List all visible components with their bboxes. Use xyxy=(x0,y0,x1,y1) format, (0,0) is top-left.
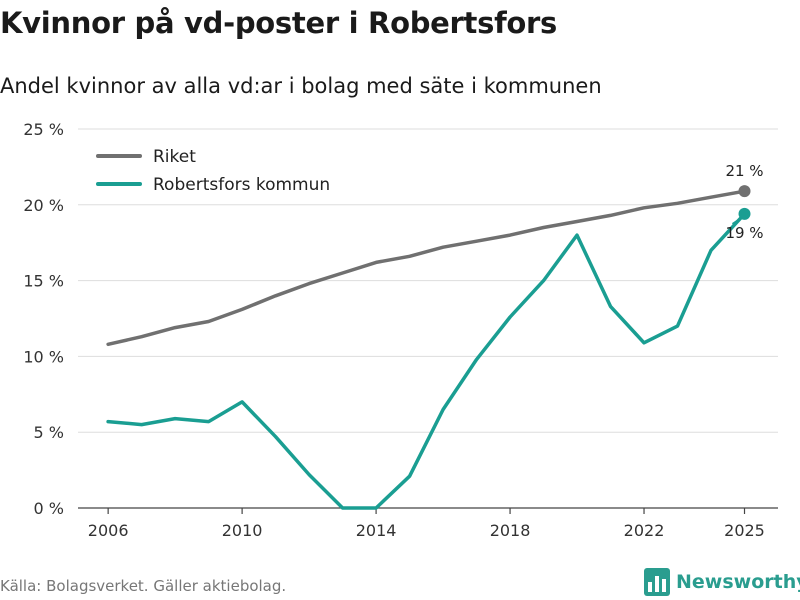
x-tick-label: 2014 xyxy=(356,521,397,540)
end-label-riket: 21 % xyxy=(725,162,763,180)
end-labels: 21 % 19 % xyxy=(725,162,763,242)
y-tick-label: 5 % xyxy=(34,423,64,442)
x-tick-label: 2006 xyxy=(88,521,129,540)
legend-label-kommun: Robertsfors kommun xyxy=(153,175,330,195)
end-label-kommun: 19 % xyxy=(725,224,763,242)
brand-name: Newsworthy xyxy=(676,571,800,593)
x-tick-label: 2010 xyxy=(222,521,263,540)
source-note: Källa: Bolagsverket. Gäller aktiebolag. xyxy=(0,577,287,595)
x-tick-label: 2022 xyxy=(624,521,665,540)
series xyxy=(106,185,751,510)
legend-label-riket: Riket xyxy=(153,147,196,167)
series-line-kommun xyxy=(106,212,747,510)
y-tick-label: 10 % xyxy=(23,347,64,366)
brand-logo[interactable]: Newsworthy xyxy=(644,568,800,596)
y-tick-label: 25 % xyxy=(23,120,64,139)
x-tick-label: 2018 xyxy=(490,521,531,540)
x-tick-label: 2025 xyxy=(724,521,765,540)
y-tick-label: 20 % xyxy=(23,196,64,215)
series-line-riket xyxy=(106,189,747,347)
end-label-connector xyxy=(731,217,743,225)
axes: 0 % 5 % 10 % 15 % 20 % 25 % 2006 2010 2014 2018 20… xyxy=(23,120,765,540)
y-tick-label: 15 % xyxy=(23,272,64,291)
y-tick-label: 0 % xyxy=(34,499,64,518)
end-point-riket xyxy=(738,185,751,198)
legend: Riket Robertsfors kommun xyxy=(96,147,330,195)
grid xyxy=(78,128,778,509)
page-subtitle: Andel kvinnor av alla vd:ar i bolag med … xyxy=(0,74,602,98)
bar-chart-logo-icon xyxy=(644,568,670,596)
page-title: Kvinnor på vd-poster i Robertsfors xyxy=(0,6,557,40)
end-point-kommun xyxy=(738,207,751,220)
